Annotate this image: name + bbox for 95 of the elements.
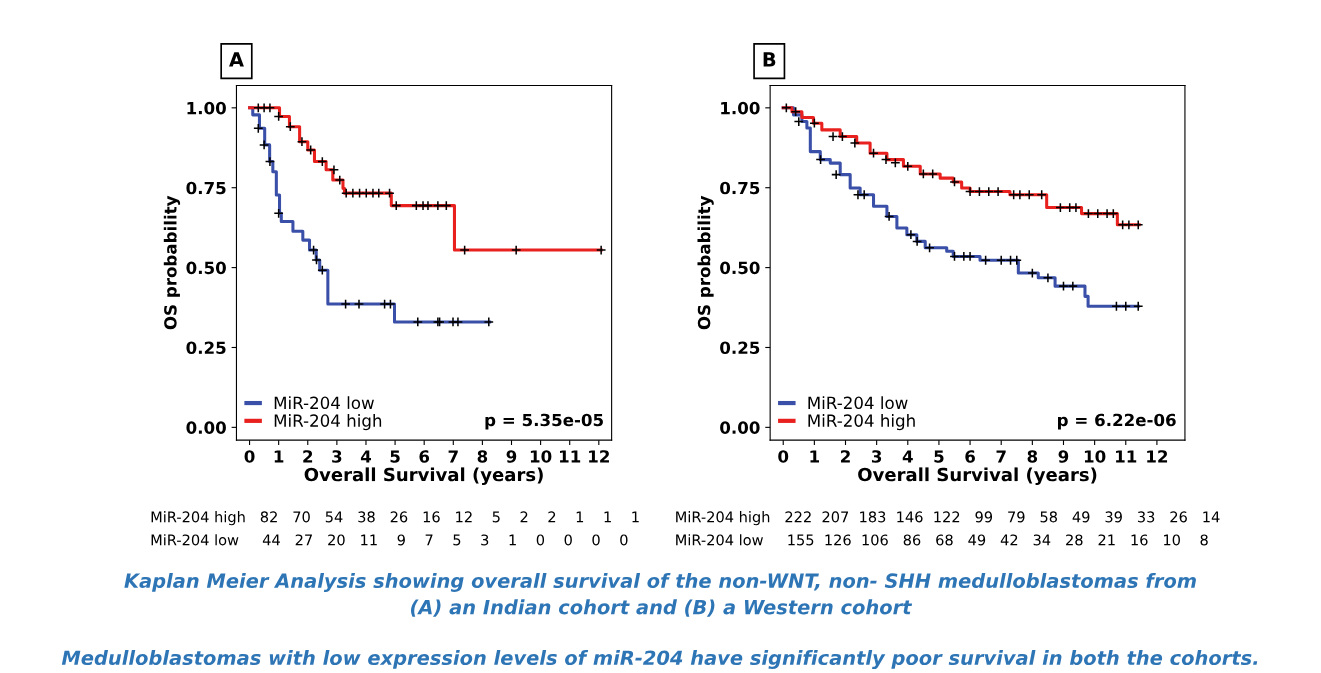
- point: [258, 139, 270, 151]
- x-tick-label: 10: [530, 450, 552, 463]
- point: [1133, 301, 1144, 312]
- point: [1014, 189, 1026, 200]
- point: [983, 186, 994, 197]
- x-tick-label: 2: [841, 450, 850, 463]
- point: [980, 255, 991, 266]
- point: [1024, 189, 1035, 200]
- legend-label: MiR-204 high: [808, 414, 915, 431]
- x-tick-label: 2: [303, 450, 313, 463]
- legend-label: MiR-204 low: [808, 396, 908, 410]
- point: [868, 148, 879, 159]
- point: [924, 242, 935, 253]
- point: [890, 157, 901, 168]
- legend-label: MiR-204 high: [274, 414, 382, 431]
- point: [412, 316, 423, 328]
- point: [328, 164, 340, 175]
- point: [1036, 189, 1047, 200]
- text: MiR-204 high 82 70 54 38 26 16 12 5 2 2 1 1 1: [151, 511, 639, 526]
- x-tick-label: 10: [1084, 450, 1106, 463]
- x-tick-label: 3: [871, 450, 882, 463]
- x-tick-label: 1: [274, 450, 284, 463]
- point: [902, 161, 913, 172]
- x-axis-title: Overall Survival (years): [858, 467, 1097, 485]
- annotation: p = 5.35e-05: [485, 413, 603, 430]
- text: Kaplan Meier Analysis showing overall survival of the non-WNT, non- SHH medulloblastomas from (A) an Indian cohort and (B) a Western cohort: [124, 573, 1196, 617]
- point: [1123, 219, 1135, 230]
- chart-title: A: [229, 52, 244, 67]
- x-tick-label: 11: [1116, 450, 1137, 463]
- x-tick-label: 5: [390, 450, 400, 463]
- point: [432, 200, 444, 211]
- x-tick-label: 7: [996, 450, 1006, 463]
- x-tick-label: 11: [560, 450, 581, 463]
- point: [483, 316, 494, 328]
- y-tick-label: 0.75: [186, 181, 226, 195]
- point: [1111, 301, 1122, 312]
- point: [831, 169, 842, 180]
- y-tick-label: 0.25: [720, 341, 760, 355]
- x-tick-label: 7: [448, 450, 458, 463]
- point: [1092, 208, 1103, 219]
- point: [511, 244, 522, 256]
- x-tick-label: 8: [1027, 450, 1038, 463]
- annotation: p = 6.22e-06: [1058, 413, 1176, 430]
- y-tick-label: 0.25: [186, 341, 226, 355]
- y-tick-label: 0.00: [186, 421, 226, 434]
- point: [1120, 301, 1131, 312]
- x-tick-label: 0: [778, 450, 789, 463]
- x-tick-label: 6: [419, 450, 430, 463]
- x-tick-label: 8: [477, 450, 488, 463]
- point: [317, 264, 328, 276]
- y-tick-label: 1.00: [187, 101, 226, 115]
- x-tick-label: 12: [589, 450, 609, 463]
- y-axis-title: OS probability: [163, 195, 181, 330]
- x-tick-label: 1: [810, 450, 820, 463]
- point: [1058, 280, 1069, 292]
- legend-label: MiR-204 low: [274, 396, 374, 410]
- text: MiR-204 low 44 27 20 11 9 7 5 3 1 0 0 0 0: [151, 534, 628, 546]
- point: [1011, 255, 1022, 266]
- x-tick-label: 12: [1147, 450, 1168, 463]
- point: [996, 255, 1007, 266]
- x-tick-label: 6: [965, 450, 975, 463]
- chart-title: B: [763, 52, 776, 67]
- x-tick-label: 0: [244, 450, 255, 463]
- x-tick-label: 9: [506, 450, 517, 463]
- x-tick-label: 4: [902, 450, 913, 463]
- point: [391, 200, 402, 211]
- y-tick-label: 0.75: [720, 181, 760, 195]
- y-tick-label: 1.00: [721, 101, 760, 115]
- y-tick-label: 0.50: [186, 261, 226, 275]
- text: MiR-204 high 222 207 183 146 122 99 79 58 49 39 33 26 14: [676, 511, 1220, 526]
- point: [793, 116, 804, 127]
- text: Medulloblastomas with low expression levels of miR-204 have significantly poor survival in both the cohorts.: [61, 650, 1258, 670]
- point: [264, 102, 276, 113]
- y-tick-label: 0.50: [720, 261, 760, 275]
- y-tick-label: 0.00: [720, 421, 760, 434]
- x-tick-label: 4: [360, 450, 372, 463]
- point: [1042, 272, 1054, 283]
- point: [859, 189, 870, 200]
- x-axis-title: Overall Survival (years): [304, 467, 543, 485]
- point: [781, 102, 792, 113]
- point: [384, 187, 395, 199]
- x-tick-label: 3: [332, 450, 342, 463]
- text: MiR-204 low 155 126 106 86 68 49 42 34 28 21 16 10 8: [676, 534, 1208, 546]
- point: [1067, 280, 1078, 292]
- point: [353, 298, 365, 310]
- x-tick-label: 5: [934, 450, 944, 463]
- point: [373, 187, 384, 199]
- x-tick-label: 9: [1058, 450, 1069, 463]
- point: [849, 137, 861, 149]
- y-axis-title: OS probability: [697, 195, 714, 330]
- point: [809, 118, 820, 129]
- point: [334, 174, 345, 186]
- point: [595, 244, 607, 256]
- point: [911, 236, 923, 247]
- point: [1133, 219, 1144, 230]
